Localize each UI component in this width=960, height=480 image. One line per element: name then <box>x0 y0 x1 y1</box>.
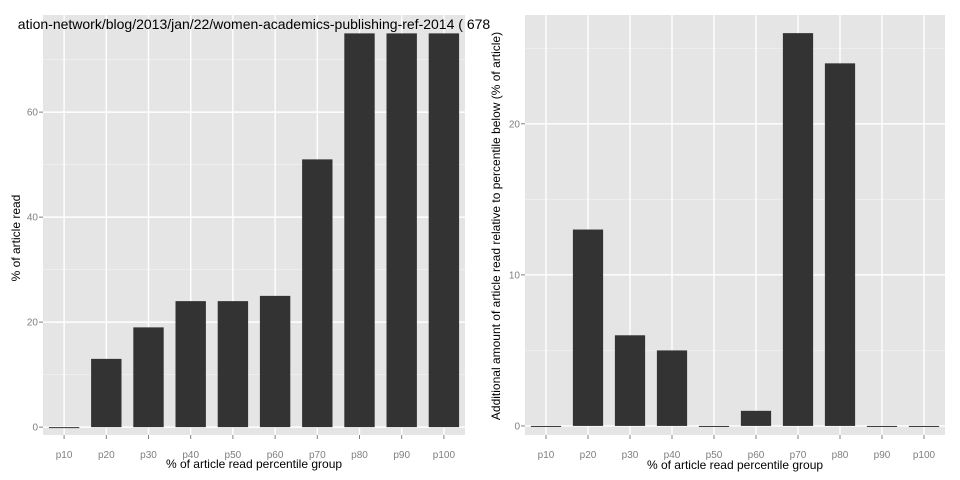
y-axis-title: % of article read <box>9 195 23 282</box>
bar-p30 <box>133 327 164 428</box>
bar-p40 <box>656 350 688 426</box>
y-axis-ticks: 0 20 40 60 <box>27 108 43 434</box>
x-axis-title: % of article read percentile group <box>166 457 342 471</box>
y-tick-label: 20 <box>509 119 521 130</box>
chart-title: ation-network/blog/2013/jan/22/women-aca… <box>18 16 491 32</box>
bar-p60 <box>740 410 772 426</box>
bar-p20 <box>572 229 604 426</box>
y-axis-ticks: 0 10 20 <box>509 119 525 432</box>
bar-p50 <box>217 301 249 428</box>
y-tick-label: 20 <box>27 318 39 329</box>
y-tick-label: 10 <box>509 270 521 281</box>
x-axis-ticks: p10 p20 p30 p40 p50 p60 p70 p80 p90 p100 <box>538 435 936 461</box>
bar-p40 <box>175 301 206 428</box>
bar-p10 <box>48 427 80 429</box>
y-tick-label: 60 <box>27 108 39 119</box>
bar-p80 <box>824 63 856 426</box>
x-tick-label-p60: p60 <box>267 450 284 461</box>
x-tick-label-p70: p70 <box>309 450 326 461</box>
x-tick-label-p40: p40 <box>182 450 199 461</box>
x-tick-label-p20: p20 <box>580 450 597 461</box>
bars <box>530 33 940 427</box>
y-tick-label: 40 <box>27 213 39 224</box>
y-tick-label: 0 <box>514 421 520 432</box>
bar-p10 <box>530 425 562 427</box>
chart-additional-read: 0 10 20 p10 p20 p30 p40 p50 p60 p70 p80 p90 p100 % … <box>489 15 945 472</box>
x-tick-label-p50: p50 <box>706 450 723 461</box>
bar-p100 <box>908 425 940 427</box>
bar-p60 <box>259 295 291 428</box>
x-tick-label-p20: p20 <box>98 450 115 461</box>
bar-p90 <box>866 425 898 427</box>
bar-p90 <box>386 33 417 428</box>
bar-p100 <box>428 33 460 428</box>
x-tick-label-p90: p90 <box>393 450 410 461</box>
bar-p20 <box>91 358 122 428</box>
bar-p50 <box>698 425 730 427</box>
x-tick-label-p10: p10 <box>538 450 555 461</box>
x-tick-label-p30: p30 <box>622 450 639 461</box>
x-tick-label-p100: p100 <box>433 450 456 461</box>
x-tick-label-p70: p70 <box>790 450 807 461</box>
bar-p70 <box>782 33 814 426</box>
x-tick-label-p30: p30 <box>140 450 157 461</box>
bar-p70 <box>302 159 333 428</box>
x-tick-label-p80: p80 <box>351 450 368 461</box>
x-tick-label-p10: p10 <box>56 450 73 461</box>
x-axis-title: % of article read percentile group <box>647 458 823 472</box>
y-axis-title: Additional amount of article read relati… <box>489 32 503 420</box>
x-tick-label-p50: p50 <box>225 450 242 461</box>
bars <box>48 33 460 429</box>
bar-p80 <box>344 33 375 428</box>
x-tick-label-p80: p80 <box>832 450 849 461</box>
y-tick-label: 0 <box>32 423 38 434</box>
bar-p30 <box>614 335 646 426</box>
x-axis-ticks: p10 p20 p30 p40 p50 p60 p70 p80 p90 p100 <box>56 435 456 461</box>
x-tick-label-p60: p60 <box>748 450 765 461</box>
x-tick-label-p40: p40 <box>664 450 681 461</box>
x-tick-label-p90: p90 <box>874 450 891 461</box>
x-tick-label-p100: p100 <box>913 450 936 461</box>
